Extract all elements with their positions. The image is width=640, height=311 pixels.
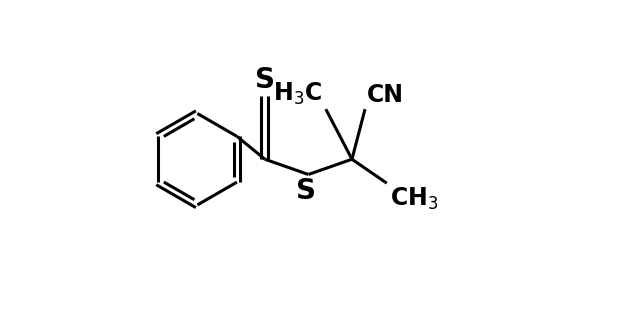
Text: H$_3$C: H$_3$C [273, 81, 323, 107]
Text: CH$_3$: CH$_3$ [390, 185, 439, 211]
Text: CN: CN [367, 83, 404, 107]
Text: S: S [255, 66, 275, 94]
Text: S: S [296, 177, 316, 205]
